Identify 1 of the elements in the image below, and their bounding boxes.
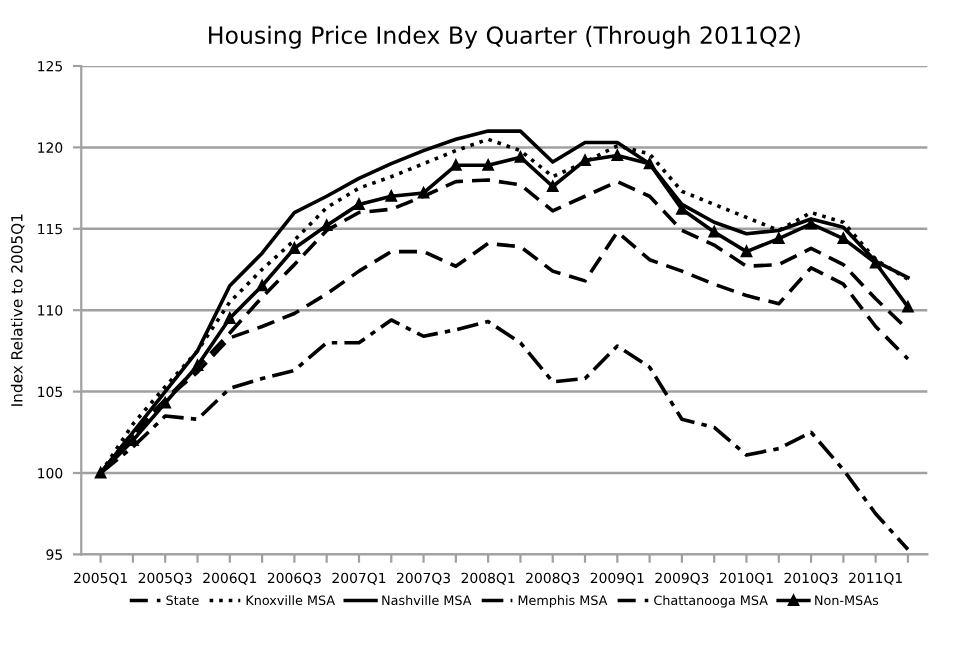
chart-title: Housing Price Index By Quarter (Through 2011Q2) bbox=[209, 25, 800, 49]
